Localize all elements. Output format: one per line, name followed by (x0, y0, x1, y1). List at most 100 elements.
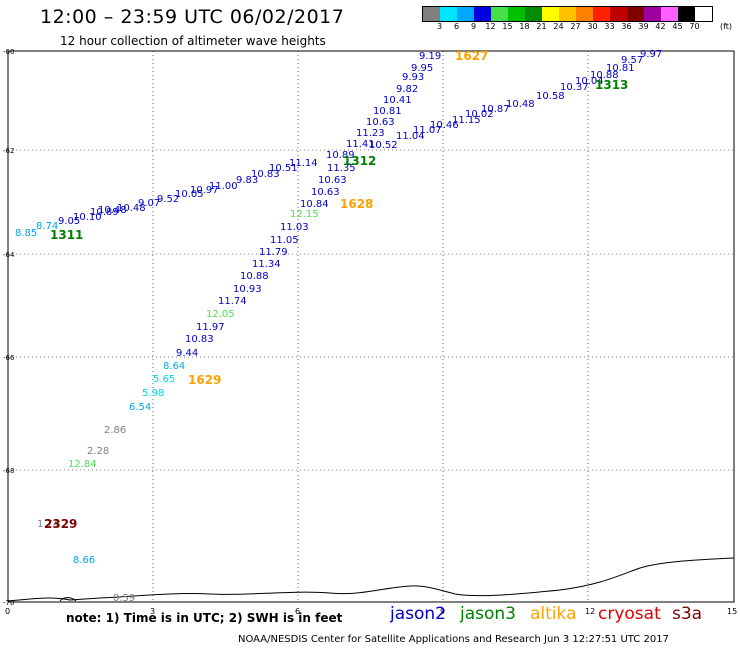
wave-height-label: 10.89 (326, 150, 355, 161)
wave-height-label: 11.79 (259, 247, 288, 258)
color-swatch (695, 7, 712, 21)
y-tick-label: -70 (3, 599, 14, 607)
wave-height-label: 9.93 (402, 72, 424, 83)
color-swatch (474, 7, 491, 21)
wave-height-label: 9.19 (419, 51, 441, 62)
plot-frame (7, 50, 735, 603)
wave-height-label: 11.04 (396, 131, 425, 142)
wave-height-label: 2.86 (104, 425, 126, 436)
y-tick-label: -68 (3, 467, 14, 475)
wave-height-label: 10.48 (117, 203, 146, 214)
y-tick-label: -66 (3, 354, 15, 362)
wave-height-label: 10.04 (575, 76, 604, 87)
pass-id-labels: 1627 1313 1311 1312 1628 1629 2329 (44, 49, 628, 531)
wave-height-label: 11.74 (218, 296, 247, 307)
color-swatch (457, 7, 474, 21)
wave-height-label: 10.52 (369, 140, 398, 151)
color-scale-tick: 27 (570, 22, 581, 31)
satellite-legend-item: s3a (672, 604, 703, 624)
color-scale-tick: 42 (655, 22, 666, 31)
wave-height-label: 10.48 (98, 205, 127, 216)
x-tick-label: 3 (150, 607, 155, 616)
wave-height-labels: 9.199.959.939.8210.4110.8110.6311.2311.4… (15, 49, 662, 604)
wave-height-label: 6.54 (129, 402, 151, 413)
wave-height-label: 9.83 (236, 175, 258, 186)
wave-height-label: 9.57 (621, 55, 643, 66)
color-scale-tick: 33 (604, 22, 615, 31)
wave-height-label: 10.88 (240, 271, 269, 282)
wave-height-label: 2.28 (87, 446, 109, 457)
wave-height-label: 10.83 (251, 169, 280, 180)
color-swatch (610, 7, 627, 21)
pass-id-label: 1313 (595, 78, 628, 92)
color-scale-tick: 39 (638, 22, 649, 31)
coastline-island (59, 597, 77, 602)
wave-height-label: 10.05 (175, 189, 204, 200)
color-scale-tick: 24 (553, 22, 564, 31)
x-tick-label: 6 (295, 607, 300, 616)
wave-height-label: 10.41 (383, 95, 412, 106)
pass-id-label: 1629 (188, 373, 221, 387)
wave-height-label: 10.48 (506, 99, 535, 110)
pass-id-label: 1311 (50, 228, 83, 242)
wave-height-label: 9.52 (157, 194, 179, 205)
wave-height-label: 8.66 (73, 555, 95, 566)
color-swatch (559, 7, 576, 21)
wave-height-label: 0.59 (113, 593, 135, 604)
wave-height-label: 11.97 (196, 322, 225, 333)
color-scale-tick: 45 (672, 22, 683, 31)
color-scale-tick: 12 (485, 22, 496, 31)
color-swatch (593, 7, 610, 21)
wave-height-label: 11.34 (252, 259, 281, 270)
wave-height-label: 11.23 (356, 128, 385, 139)
color-scale-bar (422, 6, 713, 22)
wave-height-label: 1.74 (37, 519, 59, 530)
color-scale-tick: 36 (621, 22, 632, 31)
wave-height-label: 10.51 (269, 163, 298, 174)
wave-height-label: 11.35 (327, 163, 356, 174)
color-scale-tick: 70 (689, 22, 700, 31)
color-scale-tick: 15 (502, 22, 513, 31)
color-scale-tick: 18 (519, 22, 530, 31)
wave-height-label: 8.74 (36, 221, 58, 232)
wave-height-label: 10.93 (233, 284, 262, 295)
color-swatch (423, 7, 440, 21)
wave-height-label: 10.02 (465, 109, 494, 120)
y-tick-label: -60 (3, 48, 14, 56)
wave-height-label: 10.37 (560, 82, 589, 93)
wave-height-label: 11.41 (346, 139, 375, 150)
map-subtitle: 12 hour collection of altimeter wave hei… (60, 34, 326, 48)
color-scale-tick: 9 (470, 22, 477, 31)
wave-height-label: 10.84 (300, 199, 329, 210)
color-swatch (491, 7, 508, 21)
wave-height-label: 10.83 (185, 334, 214, 345)
color-swatch (542, 7, 559, 21)
axis-tick-labels: 0 3 6 9 12 15 -60 -62 -64 -66 -68 -70 (3, 48, 737, 616)
wave-height-label: 12.05 (206, 309, 235, 320)
wave-height-label: 11.03 (280, 222, 309, 233)
color-scale-unit: (ft) (720, 22, 733, 31)
wave-height-label: 9.05 (58, 216, 80, 227)
wave-height-label: 11.15 (452, 115, 481, 126)
wave-height-label: 10.63 (311, 187, 340, 198)
color-swatch (627, 7, 644, 21)
map-title: 12:00 – 23:59 UTC 06/02/2017 (40, 6, 345, 28)
wave-height-label: 10.87 (481, 104, 510, 115)
wave-height-label: 5.65 (153, 374, 175, 385)
coastline (7, 557, 735, 602)
x-tick-label: 15 (727, 607, 737, 616)
wave-height-label: 10.63 (366, 117, 395, 128)
wave-height-label: 9.44 (176, 348, 198, 359)
wave-height-label: 10.46 (430, 120, 459, 131)
wave-height-label: 10.58 (536, 91, 565, 102)
satellite-legend-item: jason3 (460, 604, 516, 624)
footer-credit: NOAA/NESDIS Center for Satellite Applica… (238, 634, 669, 645)
color-scale-tick: 3 (436, 22, 443, 31)
wave-height-label: 10.89 (90, 207, 119, 218)
pass-id-label: 1628 (340, 197, 373, 211)
satellite-legend-item: altika (530, 604, 577, 624)
wave-height-label: 10.63 (318, 175, 347, 186)
wave-height-label: 8.85 (15, 228, 37, 239)
wave-height-label: 9.97 (640, 49, 662, 60)
